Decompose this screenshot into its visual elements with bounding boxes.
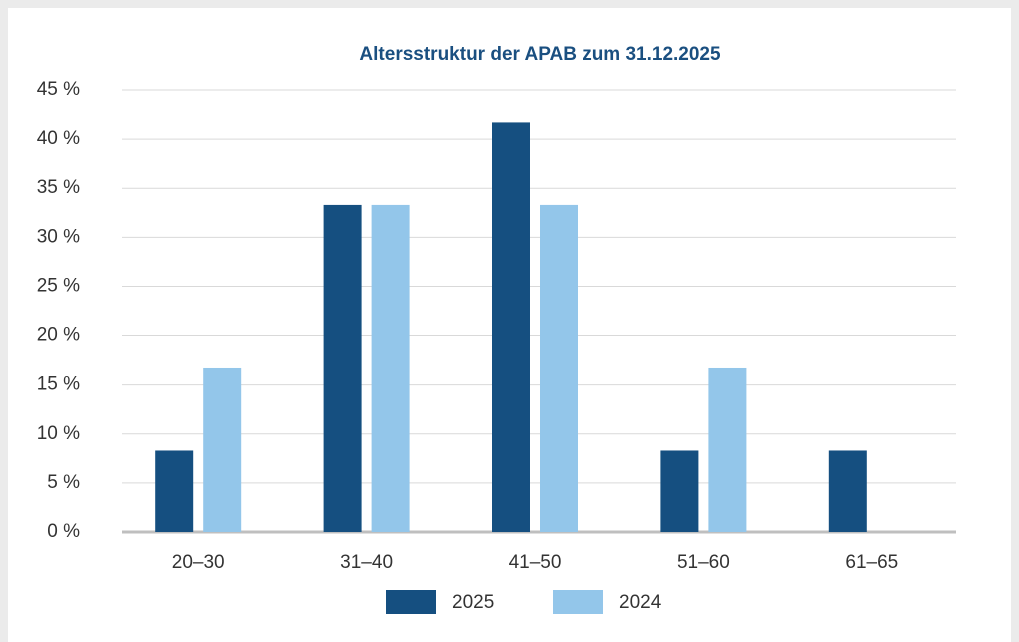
bar <box>155 450 194 532</box>
x-tick-label: 61–65 <box>845 552 898 573</box>
y-tick-label: 15 % <box>37 374 80 395</box>
y-tick-label: 40 % <box>37 128 80 149</box>
legend-swatch <box>553 590 603 614</box>
bar <box>323 204 362 533</box>
y-tick-label: 45 % <box>37 79 80 100</box>
x-tick-label: 31–40 <box>340 552 393 573</box>
x-tick-label: 51–60 <box>677 552 730 573</box>
bar <box>492 122 530 532</box>
y-tick-label: 25 % <box>37 275 80 296</box>
legend-label: 2024 <box>619 592 662 613</box>
y-tick-label: 10 % <box>37 423 80 444</box>
bar <box>540 204 578 533</box>
legend-swatch <box>386 590 436 614</box>
y-tick-label: 5 % <box>47 472 80 493</box>
y-tick-label: 20 % <box>37 325 80 346</box>
bar <box>203 367 242 532</box>
bar <box>371 204 410 533</box>
x-tick-label: 20–30 <box>172 552 225 573</box>
bar <box>660 450 699 532</box>
chart-title: Altersstruktur der APAB zum 31.12.2025 <box>359 44 721 65</box>
x-tick-label: 41–50 <box>509 552 562 573</box>
bar <box>708 367 747 532</box>
y-tick-label: 30 % <box>37 226 80 247</box>
y-tick-label: 0 % <box>47 521 80 542</box>
y-tick-label: 35 % <box>37 177 80 198</box>
bar <box>828 450 867 532</box>
legend-label: 2025 <box>452 592 494 613</box>
